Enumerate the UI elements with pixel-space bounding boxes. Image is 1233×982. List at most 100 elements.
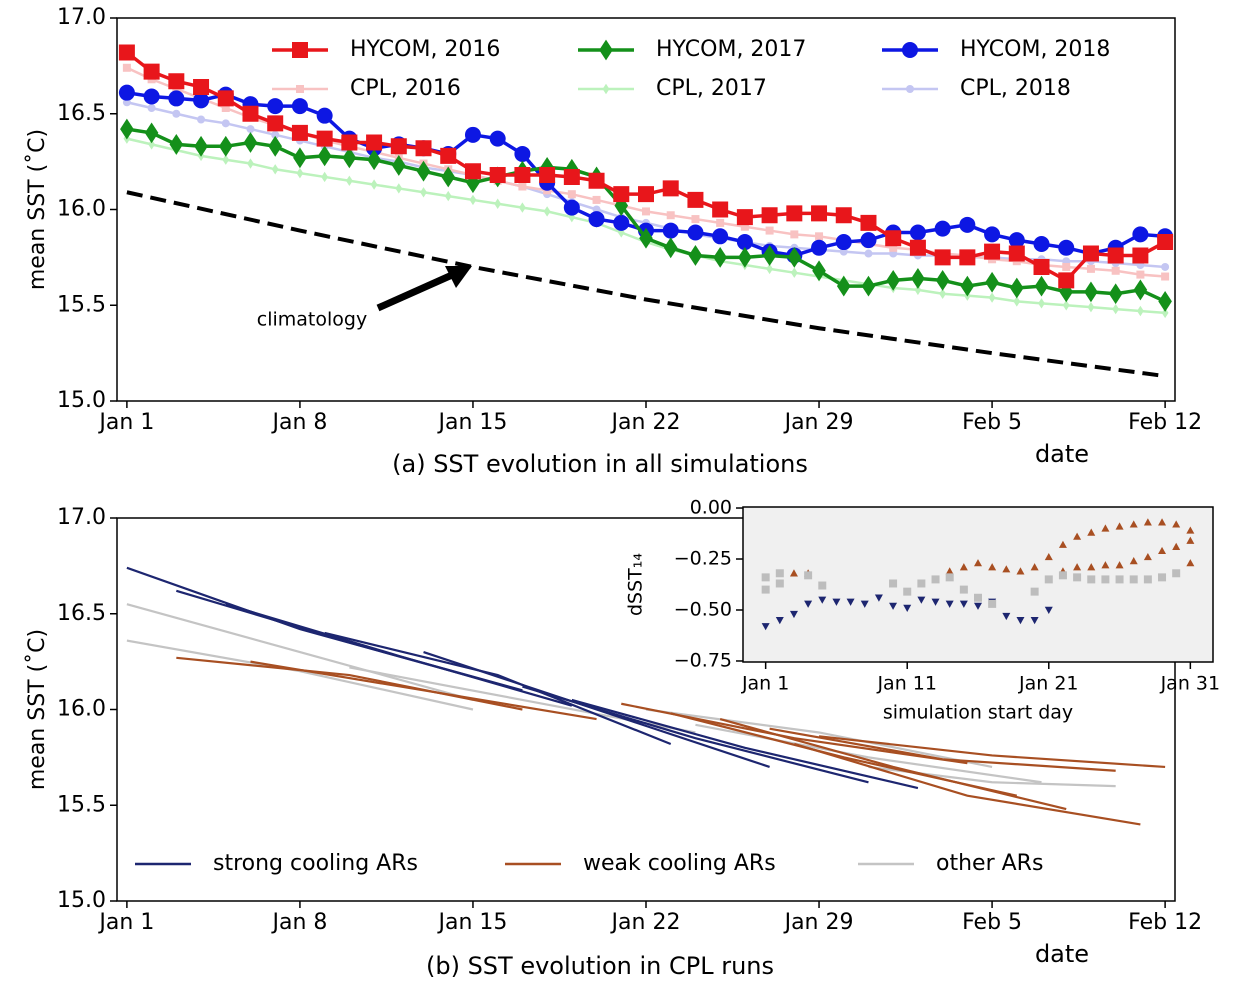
data-point [197, 115, 206, 124]
data-point [1161, 307, 1169, 319]
data-point [984, 226, 1001, 243]
data-point [864, 249, 873, 258]
data-point [687, 224, 704, 241]
x-axis-label: simulation start day [883, 702, 1073, 724]
data-point [367, 149, 381, 171]
data-point [1084, 281, 1098, 303]
data-point [911, 268, 925, 289]
data-point [1101, 561, 1110, 569]
x-tick-label: Jan 15 [437, 910, 508, 935]
data-point [291, 124, 308, 141]
data-point [1143, 552, 1152, 561]
data-point [341, 134, 358, 151]
data-point [909, 224, 926, 241]
plot-frame [742, 506, 1214, 663]
data-point [1044, 575, 1053, 584]
data-point [221, 119, 230, 128]
data-point [469, 194, 477, 206]
data-point [790, 267, 798, 278]
data-point [931, 598, 940, 606]
legend-label: CPL, 2018 [960, 76, 1071, 101]
data-point [415, 140, 432, 157]
data-point [1082, 245, 1099, 262]
data-point [514, 145, 531, 162]
legend-label: CPL, 2016 [350, 76, 461, 101]
data-point [242, 105, 259, 122]
data-point [143, 63, 160, 80]
legend-label: other ARs [936, 851, 1043, 876]
y-tick-label: −0.50 [674, 598, 732, 620]
x-tick-label: Jan 8 [270, 410, 327, 435]
data-point [316, 107, 333, 124]
x-tick-label: Jan 11 [876, 673, 937, 695]
data-point [193, 78, 210, 95]
data-point [903, 604, 912, 612]
data-point [122, 63, 131, 72]
data-point [1087, 575, 1096, 584]
data-point [846, 598, 855, 606]
x-tick-label: Jan 8 [270, 910, 327, 935]
data-point [466, 172, 480, 194]
data-point [416, 160, 431, 182]
data-point [1044, 552, 1053, 561]
run-line [250, 660, 597, 721]
data-point [761, 623, 770, 631]
data-point [835, 207, 852, 224]
data-point [1158, 518, 1167, 526]
data-point [1058, 571, 1067, 580]
data-point [1115, 575, 1124, 584]
data-point [1013, 296, 1021, 307]
data-point [1161, 262, 1170, 271]
data-point [1016, 567, 1025, 575]
data-point [342, 147, 357, 169]
data-point [118, 44, 135, 61]
data-point [1087, 528, 1096, 536]
data-point [1129, 557, 1138, 565]
data-point [613, 186, 630, 203]
data-point [1073, 573, 1082, 582]
data-point [775, 616, 784, 625]
data-point [985, 271, 999, 293]
data-point [736, 234, 753, 251]
y-tick-label: 17.0 [57, 5, 106, 30]
x-tick-label: Jan 22 [610, 910, 681, 935]
data-point [1044, 606, 1053, 614]
data-point [543, 206, 551, 217]
data-point [1002, 565, 1011, 573]
data-point [464, 126, 481, 143]
data-point [247, 158, 254, 169]
data-point [945, 567, 954, 575]
run-line [695, 723, 1042, 784]
data-point [861, 275, 876, 297]
data-point [832, 598, 841, 606]
data-point [761, 207, 778, 224]
data-point [736, 209, 753, 226]
data-point [787, 246, 802, 268]
data-point [988, 599, 997, 608]
data-point [143, 88, 160, 105]
data-point [666, 211, 675, 220]
data-point [440, 147, 457, 164]
data-point [713, 246, 727, 268]
x-tick-label: Feb 12 [1128, 910, 1202, 935]
data-point [1143, 575, 1152, 584]
data-point [366, 134, 383, 151]
data-point [1087, 301, 1095, 313]
data-point [1111, 266, 1120, 275]
x-tick-label: Jan 1 [741, 673, 789, 695]
data-point [934, 220, 951, 237]
data-point [761, 573, 770, 582]
data-point [1172, 542, 1181, 550]
data-point [804, 571, 813, 580]
panel-caption: (b) SST evolution in CPL runs [426, 952, 774, 980]
x-tick-label: Jan 1 [97, 910, 154, 935]
data-point [811, 205, 828, 222]
y-tick-label: 16.0 [57, 697, 106, 722]
annotation: climatology [257, 309, 367, 331]
run-line [571, 698, 919, 790]
x-tick-label: Jan 21 [1018, 673, 1079, 695]
data-point [1058, 272, 1075, 289]
data-point [1038, 298, 1045, 309]
y-axis-label: dSST₁₄ [625, 553, 647, 616]
